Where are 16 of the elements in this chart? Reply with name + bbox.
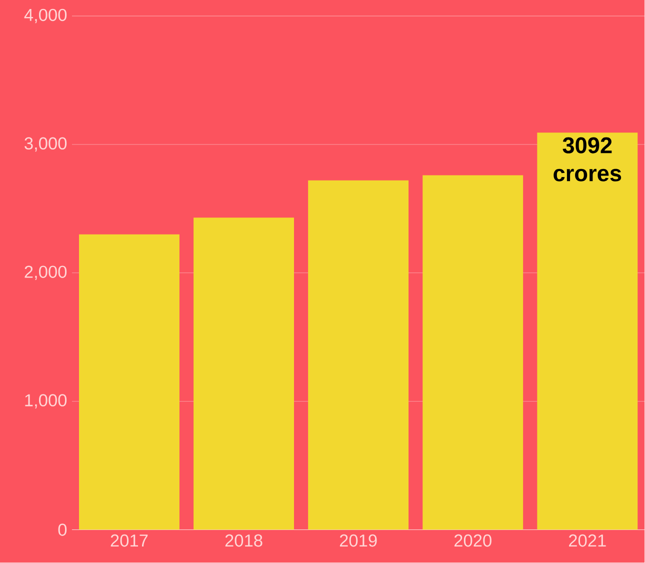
y-tick-label: 2,000 [24,266,67,280]
data-label: 3092 crores [554,137,622,182]
bar [537,132,638,530]
y-tick-label: 4,000 [24,8,67,24]
bar [194,218,294,530]
bar [79,234,180,530]
y-tick-label: 1,000 [25,394,67,409]
x-tick-label: 2017 [110,534,148,547]
x-tick-label: 2019 [340,534,377,547]
y-tick-label: 0 [58,524,67,536]
bar [422,175,524,530]
x-tick-label: 2018 [225,534,262,547]
x-tick-label: 2021 [569,534,606,547]
y-tick-label: 3,000 [24,137,67,152]
bar [308,180,409,530]
x-tick-label: 2020 [454,534,492,547]
